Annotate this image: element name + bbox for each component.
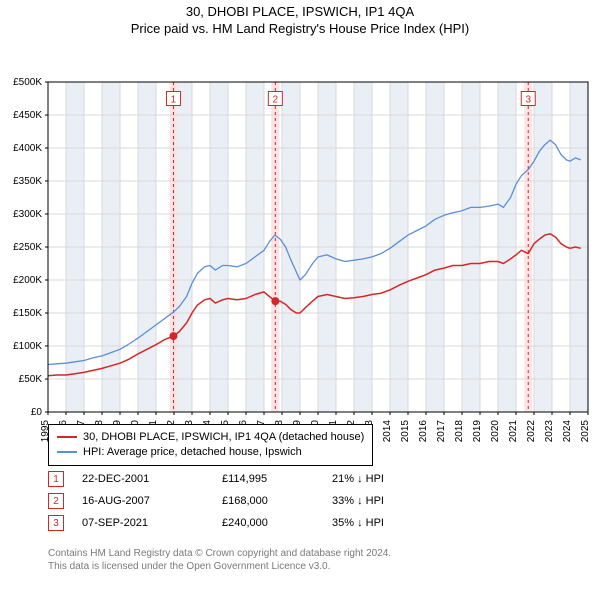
sales-table: 1 22-DEC-2001£114,99521% ↓ HPI 2 16-AUG-200… [48,468,482,534]
svg-text:£50K: £50K [19,374,43,385]
svg-text:£500K: £500K [13,77,42,88]
sale-pct-vs-hpi: 35% ↓ HPI [332,517,482,529]
sale-pct-vs-hpi: 33% ↓ HPI [332,495,482,507]
svg-text:2015: 2015 [400,419,411,442]
svg-text:2024: 2024 [562,419,573,442]
svg-text:2018: 2018 [454,419,465,442]
sales-row: 2 16-AUG-2007£168,00033% ↓ HPI [48,490,482,512]
svg-text:2014: 2014 [382,419,393,442]
legend-swatch [57,436,77,438]
sale-date: 22-DEC-2001 [82,473,222,485]
sale-date: 16-AUG-2007 [82,495,222,507]
legend-label: HPI: Average price, detached house, Ipsw… [83,445,302,460]
title-line-2: Price paid vs. HM Land Registry's House … [0,21,600,38]
svg-text:2017: 2017 [436,419,447,442]
footer-line-1: Contains HM Land Registry data © Crown c… [48,548,391,561]
sales-row: 3 07-SEP-2021£240,00035% ↓ HPI [48,512,482,534]
svg-text:£450K: £450K [13,110,42,121]
sale-date: 07-SEP-2021 [82,517,222,529]
svg-text:2: 2 [273,94,279,105]
svg-text:2022: 2022 [526,419,537,442]
legend-swatch [57,451,77,453]
legend-row: 30, DHOBI PLACE, IPSWICH, IP1 4QA (detac… [57,430,364,445]
svg-text:£100K: £100K [13,341,42,352]
legend: 30, DHOBI PLACE, IPSWICH, IP1 4QA (detac… [48,424,373,466]
sales-row: 1 22-DEC-2001£114,99521% ↓ HPI [48,468,482,490]
svg-text:2021: 2021 [508,419,519,442]
sale-index-box: 2 [48,493,64,509]
sale-price: £240,000 [222,517,332,529]
title-line-1: 30, DHOBI PLACE, IPSWICH, IP1 4QA [0,4,600,21]
sale-index-box: 3 [48,515,64,531]
svg-text:£350K: £350K [13,176,42,187]
svg-text:£200K: £200K [13,275,42,286]
sale-price: £114,995 [222,473,332,485]
sale-pct-vs-hpi: 21% ↓ HPI [332,473,482,485]
svg-text:2020: 2020 [490,419,501,442]
chart: £0 £50K £100K £150K £200K £250K £300K £350K £400… [0,38,600,460]
chart-svg: £0 £50K £100K £150K £200K £250K £300K £350K £400… [0,38,600,460]
svg-text:3: 3 [525,94,531,105]
footer: Contains HM Land Registry data © Crown c… [48,548,391,573]
svg-text:1: 1 [171,94,177,105]
legend-row: HPI: Average price, detached house, Ipsw… [57,445,364,460]
figure-root: { "title_line1": "30, DHOBI PLACE, IPSWI… [0,0,600,590]
svg-text:2025: 2025 [580,419,591,442]
title-block: 30, DHOBI PLACE, IPSWICH, IP1 4QA Price … [0,0,600,38]
svg-text:2016: 2016 [418,419,429,442]
svg-text:£300K: £300K [13,209,42,220]
sale-index-box: 1 [48,471,64,487]
svg-text:2019: 2019 [472,419,483,442]
svg-text:£150K: £150K [13,308,42,319]
footer-line-2: This data is licensed under the Open Gov… [48,561,391,574]
svg-text:£250K: £250K [13,242,42,253]
svg-text:£0: £0 [31,407,43,418]
sale-price: £168,000 [222,495,332,507]
svg-text:£400K: £400K [13,143,42,154]
svg-text:2023: 2023 [544,419,555,442]
legend-label: 30, DHOBI PLACE, IPSWICH, IP1 4QA (detac… [83,430,364,445]
